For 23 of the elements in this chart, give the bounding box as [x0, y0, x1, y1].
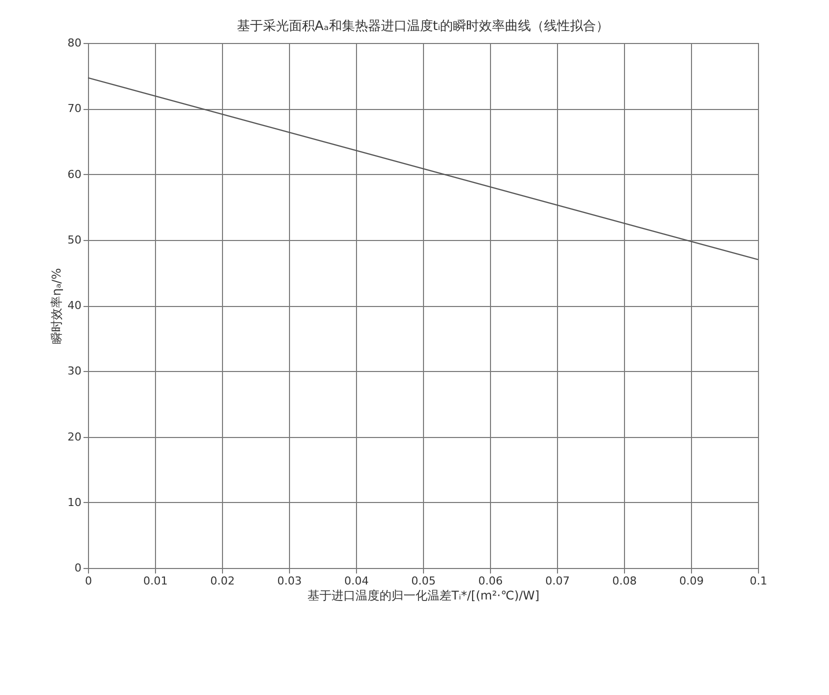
x-tick-label: 0.1: [750, 574, 768, 588]
y-tick-label: 50: [68, 233, 82, 246]
y-tick-label: 70: [68, 102, 82, 116]
x-tick-label: 0.09: [679, 574, 704, 588]
y-tick-label: 30: [68, 364, 82, 378]
x-tick-label: 0.06: [478, 574, 503, 588]
y-tick-label: 0: [74, 562, 82, 574]
x-tick-label: 0.07: [545, 574, 570, 588]
x-tick-label: 0.04: [344, 574, 369, 588]
chart-title: 基于采光面积Aₐ和集热器进口温度tᵢ的瞬时效率曲线（线性拟合）: [236, 18, 610, 34]
y-tick-label: 20: [68, 430, 82, 444]
y-axis-title: 瞬时效率ηₐ/%: [50, 268, 64, 344]
x-tick-label: 0: [85, 574, 92, 588]
y-tick-label: 10: [68, 496, 82, 509]
x-tick-label: 0.03: [277, 574, 302, 588]
x-axis-title: 基于进口温度的归一化温差Tᵢ*/[(m²·℃)/W]: [308, 588, 540, 602]
y-tick-label: 40: [68, 299, 82, 312]
x-tick-label: 0.05: [411, 574, 436, 588]
x-tick-label: 0.02: [210, 574, 235, 588]
y-tick-label: 60: [68, 168, 82, 181]
x-tick-label: 0.08: [612, 574, 637, 588]
y-tick-label: 80: [68, 36, 82, 50]
x-tick-label: 0.01: [143, 574, 168, 588]
